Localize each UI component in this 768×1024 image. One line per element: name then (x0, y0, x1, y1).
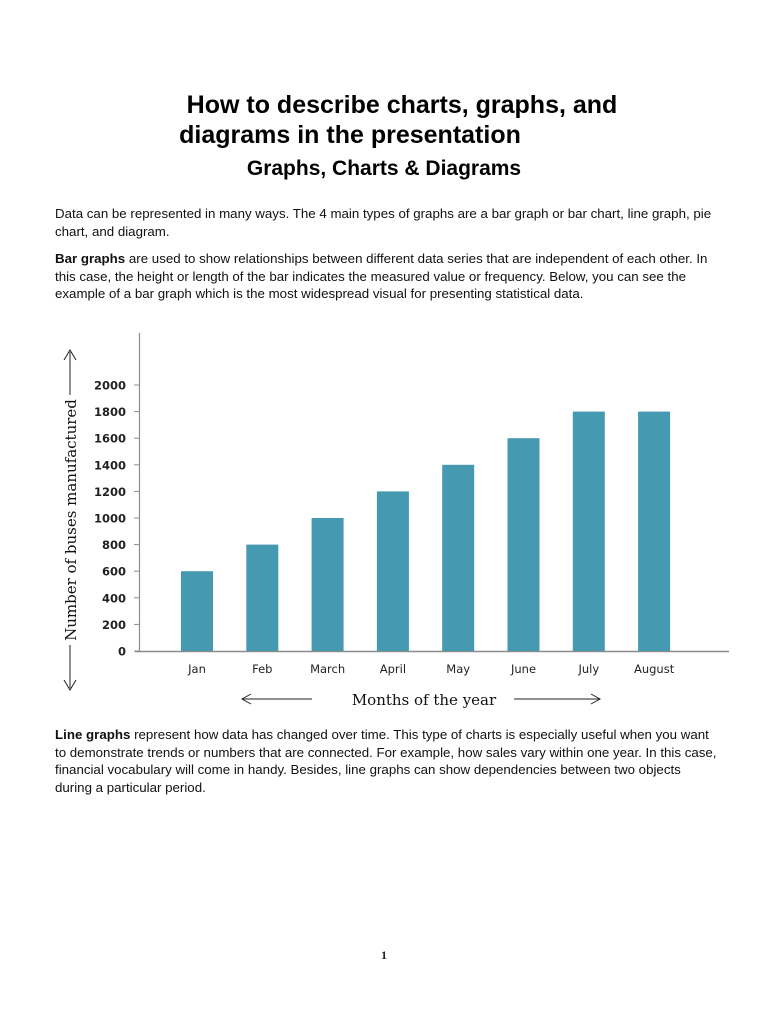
y-tick-label: 800 (102, 538, 126, 552)
x-tick-label: May (446, 662, 470, 676)
bar-jan (181, 571, 213, 651)
x-tick-labels: Jan Feb March April May June July August (187, 662, 675, 676)
bar-graphs-paragraph: Bar graphs are used to show relationship… (55, 250, 720, 303)
y-tick-label: 1800 (94, 405, 126, 419)
x-tick-label: July (577, 662, 599, 676)
y-tick-label: 200 (102, 618, 126, 632)
intro-paragraph: Data can be represented in many ways. Th… (55, 206, 712, 239)
x-tick-label: August (634, 662, 675, 676)
x-axis-label-group: Months of the year (240, 691, 602, 709)
bar-march (311, 518, 344, 651)
line-graphs-description: represent how data has changed over time… (55, 727, 717, 795)
line-graphs-term: Line graphs (55, 727, 131, 742)
x-tick-label: April (380, 662, 406, 676)
x-axis-label: Months of the year (352, 691, 497, 709)
y-axis-label-group: Number of buses manufactured (62, 349, 80, 691)
y-tick-label: 400 (102, 591, 126, 605)
bar-june (507, 438, 540, 651)
y-tick-label: 600 (102, 565, 126, 579)
y-tick-label: 1400 (94, 458, 126, 472)
y-tick-label: 1000 (94, 512, 126, 526)
y-ticks: 0 200 400 600 800 1000 1200 1400 1600 1800 2000 (94, 379, 140, 659)
page-number: 1 (381, 948, 387, 962)
y-axis-label: Number of buses manufactured (62, 399, 80, 641)
bar-august (638, 411, 671, 651)
bar-graphs-description: are used to show relationships between d… (55, 251, 708, 301)
y-tick-label: 0 (118, 645, 126, 659)
bars (181, 411, 671, 651)
bar-july (572, 411, 605, 651)
x-tick-label: Jan (187, 662, 206, 676)
title-line-2: diagrams in the presentation (179, 121, 521, 149)
x-tick-label: Feb (252, 662, 272, 676)
x-tick-label: June (510, 662, 536, 676)
y-tick-label: 1600 (94, 432, 126, 446)
y-tick-label: 2000 (94, 379, 126, 393)
bar-april (376, 491, 409, 651)
bar-feb (246, 544, 279, 651)
document-title: How to describe charts, graphs, and diag… (0, 90, 768, 150)
title-line-1: How to describe charts, graphs, and (186, 91, 618, 119)
bar-graphs-term: Bar graphs (55, 251, 126, 266)
x-tick-label: March (310, 662, 345, 676)
line-graphs-paragraph: Line graphs represent how data has chang… (55, 726, 720, 796)
bar-may (442, 464, 475, 651)
document-subtitle: Graphs, Charts & Diagrams (246, 157, 522, 180)
y-tick-label: 1200 (94, 485, 126, 499)
